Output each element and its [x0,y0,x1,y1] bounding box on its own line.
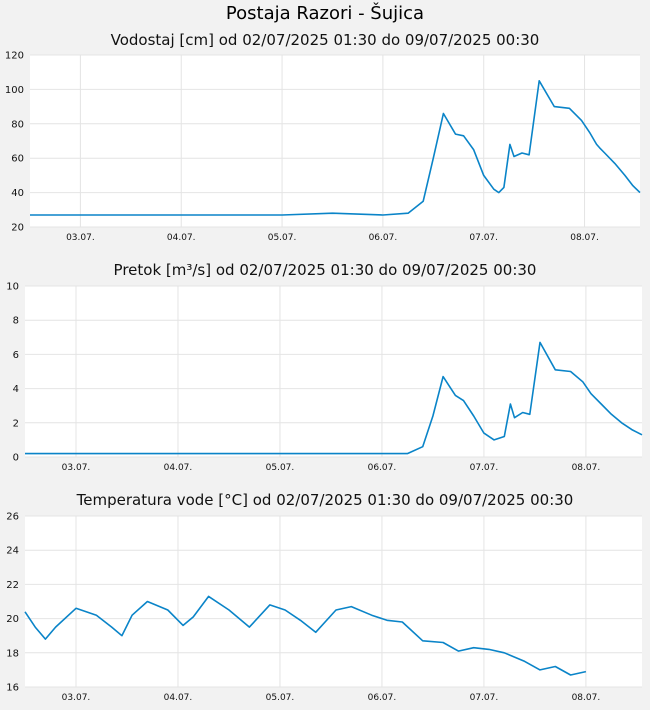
chart-title: Pretok [m³/s] od 02/07/2025 01:30 do 09/… [114,261,537,279]
x-tick-label: 05.07. [266,693,295,703]
x-tick-label: 03.07. [62,463,91,473]
y-tick-label: 60 [11,154,24,165]
chart-title: Temperatura vode [°C] od 02/07/2025 01:3… [76,491,574,509]
x-tick-label: 06.07. [368,463,397,473]
x-tick-label: 05.07. [268,233,297,243]
y-tick-label: 16 [6,683,19,694]
plot-area [25,286,642,457]
y-tick-label: 80 [11,119,24,130]
x-tick-label: 08.07. [570,233,599,243]
chart-water-temperature: Temperatura vode [°C] od 02/07/2025 01:3… [6,491,642,703]
series-line [25,341,643,455]
plot-area [30,55,640,227]
chart-water-level: Vodostaj [cm] od 02/07/2025 01:30 do 09/… [5,31,641,243]
x-tick-label: 06.07. [368,693,397,703]
x-tick-label: 04.07. [167,233,196,243]
y-tick-label: 22 [6,580,19,591]
y-tick-label: 24 [6,546,19,557]
y-tick-label: 4 [13,384,19,395]
x-tick-label: 03.07. [62,693,91,703]
plot-area [25,516,642,687]
x-tick-label: 04.07. [164,693,193,703]
y-tick-label: 10 [6,282,19,293]
page-title: Postaja Razori - Šujica [225,3,425,24]
y-tick-label: 20 [6,614,19,625]
series-line [24,595,587,676]
x-tick-label: 08.07. [572,693,601,703]
y-tick-label: 26 [6,512,19,523]
x-tick-label: 07.07. [470,693,499,703]
y-tick-label: 40 [11,188,24,199]
x-tick-label: 04.07. [164,463,193,473]
y-tick-label: 120 [5,51,24,62]
x-tick-label: 08.07. [572,463,601,473]
series-line [30,80,641,216]
x-tick-label: 05.07. [266,463,295,473]
x-tick-label: 07.07. [469,233,498,243]
y-tick-label: 8 [13,316,19,327]
y-tick-label: 2 [13,418,19,429]
chart-discharge: Pretok [m³/s] od 02/07/2025 01:30 do 09/… [6,261,643,473]
chart-title: Vodostaj [cm] od 02/07/2025 01:30 do 09/… [111,31,540,49]
x-tick-label: 03.07. [66,233,95,243]
y-tick-label: 6 [13,350,19,361]
y-tick-label: 20 [11,223,24,234]
y-tick-label: 100 [5,85,24,96]
y-tick-label: 0 [13,453,19,464]
y-tick-label: 18 [6,648,19,659]
x-tick-label: 06.07. [369,233,398,243]
x-tick-label: 07.07. [470,463,499,473]
